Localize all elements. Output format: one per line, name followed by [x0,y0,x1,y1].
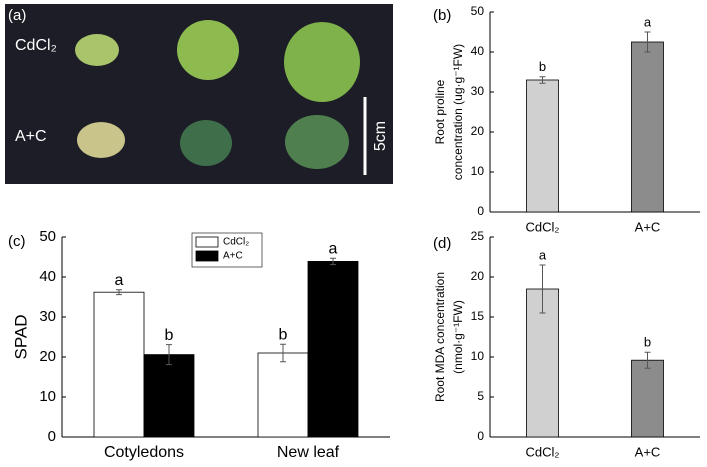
y-tick-label: 30 [471,84,485,98]
y-axis-title: (nmol·g⁻¹FW) [451,300,465,374]
error-bar [330,257,336,266]
legend-swatch [195,250,219,262]
x-tick-label: Cotyledons [104,444,184,461]
y-axis-title: Root proline [433,79,447,144]
error-bar [644,351,651,369]
error-bar [539,76,546,84]
significance-letter: a [644,14,652,29]
significance-letter: a [329,240,338,257]
error-bar [644,31,651,53]
legend-label: CdCl₂ [223,237,249,248]
legend-label: A+C [223,251,243,262]
y-tick-label: 40 [39,268,56,285]
y-axis-title: concentration (ug·g⁻¹FW) [451,44,465,180]
bar [631,41,664,213]
y-tick-label: 20 [471,124,485,138]
y-tick-label: 50 [471,4,485,18]
significance-letter: a [115,272,124,289]
y-tick-label: 10 [471,349,485,363]
y-tick-label: 5 [477,389,484,403]
scale-label: 5cm [372,121,389,151]
significance-letter: b [279,326,288,343]
leaf [177,20,239,80]
leaf [77,122,125,158]
error-bar [166,344,172,366]
y-tick-label: 15 [471,309,485,323]
y-tick-label: 0 [477,204,484,218]
error-bar [116,289,122,296]
leaf [180,120,232,166]
panel-label: (d) [433,235,451,252]
y-tick-label: 25 [471,229,485,243]
x-tick-label: CdCl₂ [526,444,560,459]
error-bar [539,264,546,314]
x-tick-label: A+C [635,219,661,234]
bar [307,260,359,438]
y-axis-title: SPAD [11,314,30,359]
y-tick-label: 10 [471,164,485,178]
bar [143,354,195,438]
significance-letter: a [539,247,547,262]
row-label: A+C [15,128,47,145]
panel-label: (c) [8,233,26,250]
leaf [75,34,119,66]
x-tick-label: CdCl₂ [526,219,560,234]
photo-panel: (a) CdCl₂ A+C 5cm [5,4,393,184]
significance-letter: b [644,335,651,350]
panel-label: (a) [8,7,26,24]
y-tick-label: 20 [471,269,485,283]
x-tick-label: A+C [635,444,661,459]
bar [257,352,309,438]
y-tick-label: 40 [471,44,485,58]
leaf [285,115,349,169]
panel-label: (b) [433,7,451,24]
y-tick-label: 50 [39,228,56,245]
y-axis-title: Root MDA concentration [433,272,447,402]
y-tick-label: 0 [477,429,484,443]
y-tick-label: 0 [48,428,56,445]
bar [93,291,145,438]
y-tick-label: 20 [39,348,56,365]
bar [526,288,559,438]
bar [526,79,559,213]
x-tick-label: New leaf [277,444,340,461]
bar [631,359,664,438]
row-label: CdCl₂ [15,37,57,54]
y-tick-label: 10 [39,388,56,405]
legend-swatch [195,236,219,248]
significance-letter: b [165,327,174,344]
significance-letter: b [539,59,546,74]
error-bar [280,343,286,363]
leaf [284,22,360,102]
y-tick-label: 30 [39,308,56,325]
